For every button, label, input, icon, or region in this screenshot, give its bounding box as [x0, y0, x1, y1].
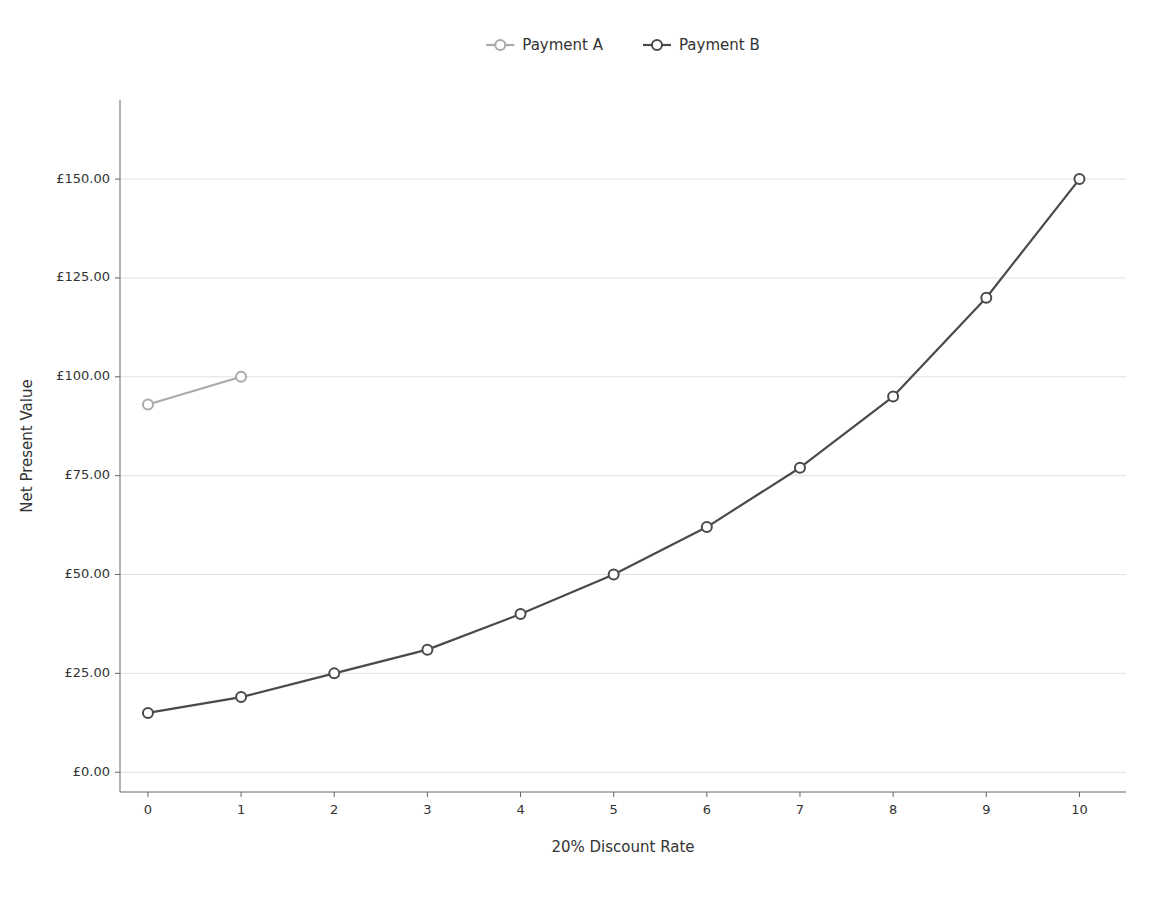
x-tick-label: 8 — [889, 802, 897, 817]
y-tick-label: £25.00 — [65, 665, 111, 680]
x-tick-label: 4 — [516, 802, 524, 817]
x-axis: 0 1 2 3 4 5 6 7 8 9 10 — [120, 792, 1126, 817]
x-tick-label: 5 — [610, 802, 618, 817]
x-tick — [706, 792, 707, 797]
data-point — [143, 399, 153, 409]
chart-container: £0.00 £25.00 £50.00 £75.00 £100.00 £125.00 £15… — [0, 0, 1176, 902]
x-tick-label: 1 — [237, 802, 245, 817]
x-tick — [241, 792, 242, 797]
data-point — [888, 392, 898, 402]
data-point — [795, 463, 805, 473]
legend-label: Payment A — [522, 36, 603, 54]
data-point — [1074, 174, 1084, 184]
data-point — [236, 372, 246, 382]
y-axis: £0.00 £25.00 £50.00 £75.00 £100.00 £125.00 £15… — [56, 100, 120, 792]
data-point — [422, 645, 432, 655]
y-tick — [115, 376, 120, 377]
plot-area — [143, 174, 1084, 718]
y-axis-line — [120, 100, 121, 792]
x-tick-label: 3 — [423, 802, 431, 817]
y-tick-label: £50.00 — [65, 566, 111, 581]
data-point — [981, 293, 991, 303]
data-point — [143, 708, 153, 718]
legend-marker — [652, 40, 662, 50]
legend-item: Payment B — [643, 36, 760, 54]
grid-line — [120, 772, 1126, 773]
grid-line — [120, 475, 1126, 476]
x-tick — [799, 792, 800, 797]
x-tick — [986, 792, 987, 797]
x-tick-label: 7 — [796, 802, 804, 817]
grid — [120, 179, 1126, 772]
x-tick-label: 9 — [982, 802, 990, 817]
data-point — [236, 692, 246, 702]
x-axis-line — [120, 792, 1126, 793]
x-tick — [1079, 792, 1080, 797]
grid-line — [120, 673, 1126, 674]
y-tick — [115, 277, 120, 278]
data-point — [609, 570, 619, 580]
y-tick — [115, 179, 120, 180]
series-line — [148, 377, 241, 405]
x-tick-label: 2 — [330, 802, 338, 817]
chart: £0.00 £25.00 £50.00 £75.00 £100.00 £125.00 £15… — [0, 0, 1176, 902]
legend-item: Payment A — [486, 36, 603, 54]
grid-line — [120, 376, 1126, 377]
y-tick-label: £75.00 — [65, 467, 111, 482]
x-tick — [147, 792, 148, 797]
legend-marker — [495, 40, 505, 50]
y-tick-label: £125.00 — [56, 269, 110, 284]
y-axis-label: Net Present Value — [18, 379, 36, 512]
x-tick — [893, 792, 894, 797]
legend-label: Payment B — [679, 36, 760, 54]
x-tick-label: 6 — [703, 802, 711, 817]
x-tick — [613, 792, 614, 797]
y-tick-label: £150.00 — [56, 171, 110, 186]
x-tick — [427, 792, 428, 797]
grid-line — [120, 179, 1126, 180]
data-point — [329, 668, 339, 678]
grid-line — [120, 277, 1126, 278]
y-tick-label: £100.00 — [56, 368, 110, 383]
data-point — [702, 522, 712, 532]
x-tick-label: 10 — [1071, 802, 1088, 817]
x-tick-label: 0 — [144, 802, 152, 817]
legend: Payment A Payment B — [486, 36, 759, 54]
grid-line — [120, 574, 1126, 575]
x-tick — [334, 792, 335, 797]
x-tick — [520, 792, 521, 797]
y-tick — [115, 574, 120, 575]
y-tick — [115, 772, 120, 773]
y-tick-label: £0.00 — [73, 764, 110, 779]
y-tick — [115, 475, 120, 476]
data-point — [516, 609, 526, 619]
x-axis-label: 20% Discount Rate — [551, 838, 694, 856]
series-line — [148, 179, 1079, 713]
y-tick — [115, 673, 120, 674]
